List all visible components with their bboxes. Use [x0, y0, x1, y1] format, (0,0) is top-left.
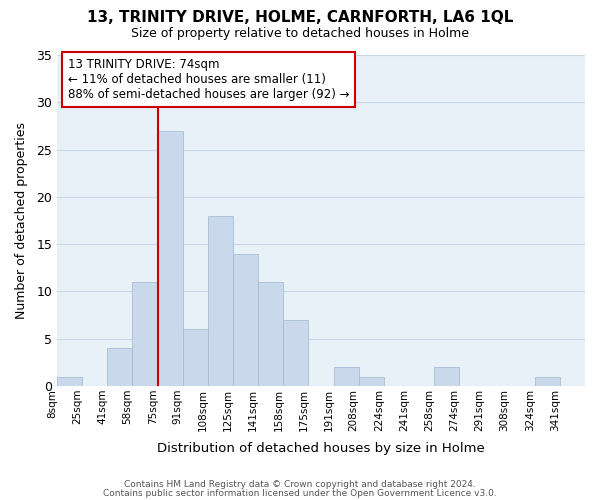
Bar — [434, 367, 460, 386]
Bar — [334, 367, 359, 386]
Y-axis label: Number of detached properties: Number of detached properties — [15, 122, 28, 319]
Bar — [258, 282, 283, 386]
Bar — [283, 320, 308, 386]
Bar — [158, 130, 183, 386]
Bar — [107, 348, 133, 386]
Bar — [133, 282, 158, 386]
Text: 13, TRINITY DRIVE, HOLME, CARNFORTH, LA6 1QL: 13, TRINITY DRIVE, HOLME, CARNFORTH, LA6… — [87, 10, 513, 25]
Bar — [233, 254, 258, 386]
Bar — [359, 376, 384, 386]
Text: 13 TRINITY DRIVE: 74sqm
← 11% of detached houses are smaller (11)
88% of semi-de: 13 TRINITY DRIVE: 74sqm ← 11% of detache… — [68, 58, 349, 102]
Bar — [535, 376, 560, 386]
X-axis label: Distribution of detached houses by size in Holme: Distribution of detached houses by size … — [157, 442, 485, 455]
Text: Size of property relative to detached houses in Holme: Size of property relative to detached ho… — [131, 28, 469, 40]
Text: Contains public sector information licensed under the Open Government Licence v3: Contains public sector information licen… — [103, 489, 497, 498]
Bar — [57, 376, 82, 386]
Bar — [208, 216, 233, 386]
Bar — [183, 329, 208, 386]
Text: Contains HM Land Registry data © Crown copyright and database right 2024.: Contains HM Land Registry data © Crown c… — [124, 480, 476, 489]
